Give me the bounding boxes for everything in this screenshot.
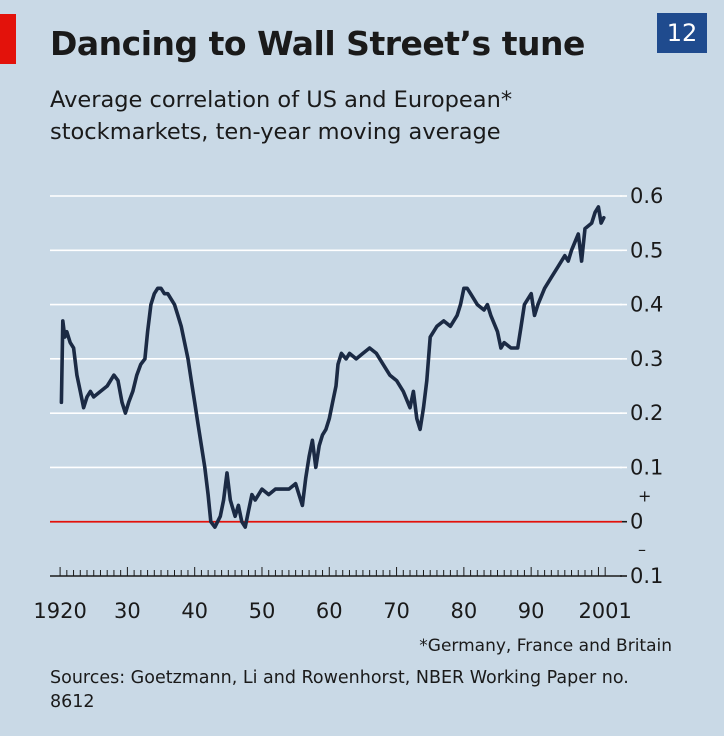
y-tick-label: 0.3 (630, 347, 663, 371)
x-tick-label: 70 (383, 599, 410, 623)
x-tick-label: 80 (450, 599, 477, 623)
y-tick-label: 0.6 (630, 184, 663, 208)
positive-sign-label: + (638, 487, 651, 506)
chart-title: Dancing to Wall Street’s tune (50, 24, 585, 63)
series-layer (59, 205, 606, 529)
accent-bar (0, 14, 16, 64)
x-tick-label: 40 (181, 599, 208, 623)
x-tick-label: 60 (316, 599, 343, 623)
x-tick-label: 2001 (578, 599, 631, 623)
sources-note: Sources: Goetzmann, Li and Rowenhorst, N… (50, 668, 629, 712)
chart-number-badge: 12 (657, 13, 707, 53)
x-axis (50, 567, 622, 577)
y-tick-label: 0 (630, 510, 643, 534)
x-tick-label: 1920 (33, 599, 86, 623)
y-tick-label: 0.2 (630, 401, 663, 425)
y-tick-label: 0.1 (630, 564, 663, 588)
negative-sign-label: – (638, 540, 646, 559)
grid-lines (50, 195, 627, 577)
y-tick-label: 0.1 (630, 455, 663, 479)
series-line-correlation (59, 205, 606, 529)
x-tick-label: 30 (114, 599, 141, 623)
x-tick-label: 90 (518, 599, 545, 623)
footnote: *Germany, France and Britain (419, 636, 672, 656)
chart-subtitle: Average correlation of US and European* … (50, 87, 513, 145)
y-tick-label: 0.5 (630, 238, 663, 262)
y-tick-label: 0.4 (630, 293, 663, 317)
axis-labels: 0.6 0.5 0.4 0.3 0.2 0.1 0 0.1 + – 1920 30 40 50 60 70 80… (33, 184, 663, 623)
x-tick-label: 50 (249, 599, 276, 623)
